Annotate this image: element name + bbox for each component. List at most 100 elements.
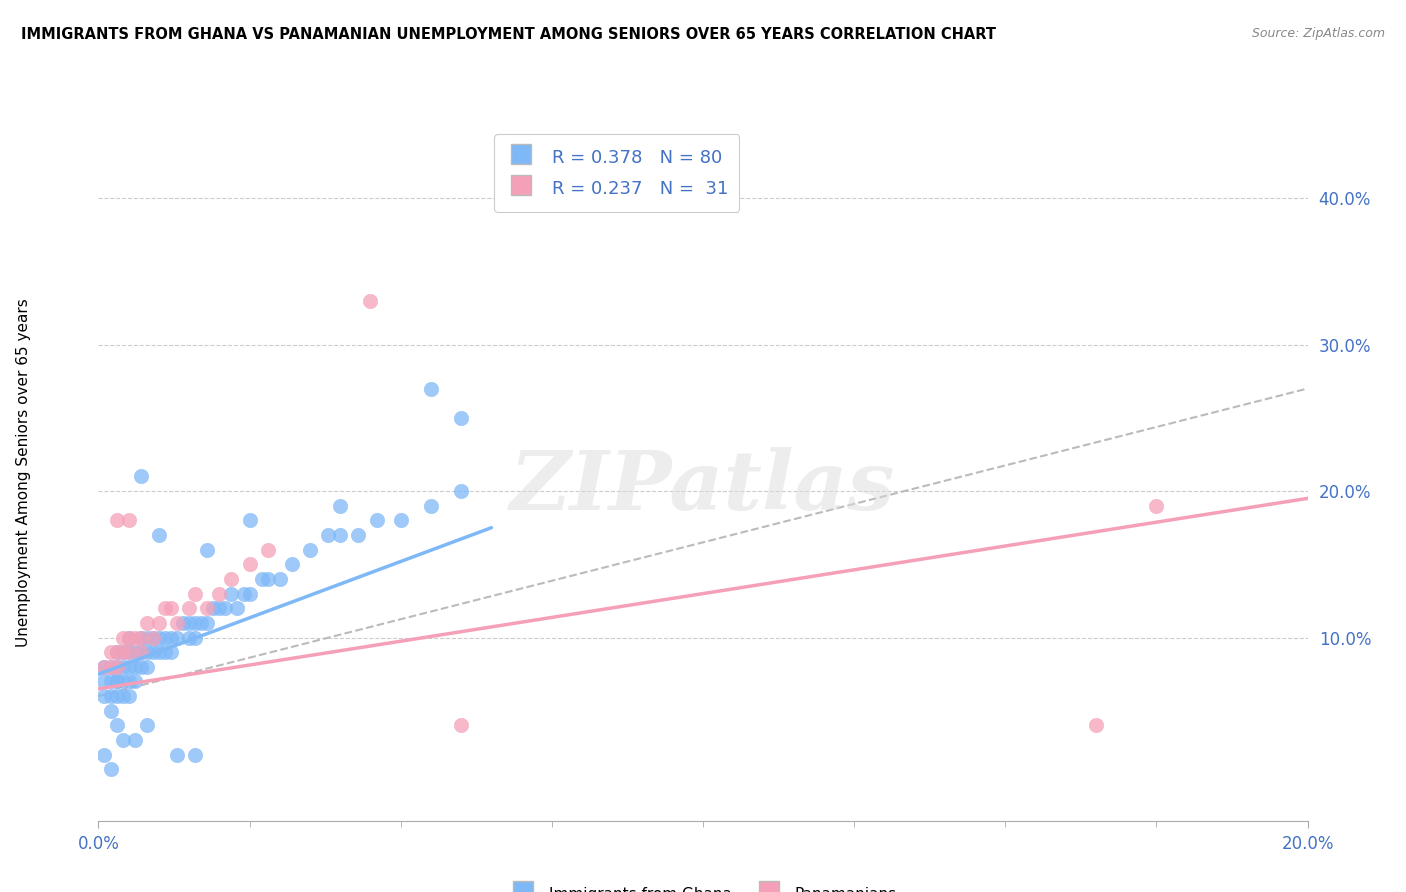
Point (347, 528, 370, 542)
Text: IMMIGRANTS FROM GHANA VS PANAMANIAN UNEMPLOYMENT AMONG SENIORS OVER 65 YEARS COR: IMMIGRANTS FROM GHANA VS PANAMANIAN UNEM… (21, 27, 995, 42)
Point (111, 660, 134, 674)
Point (226, 601, 249, 615)
Point (195, 601, 218, 615)
Point (232, 586, 254, 600)
Point (135, 615, 157, 630)
Point (129, 631, 152, 645)
Point (129, 645, 152, 659)
Point (1085, 718, 1108, 732)
Point (118, 660, 141, 674)
Point (153, 601, 176, 615)
Point (239, 558, 262, 572)
Legend: Immigrants from Ghana, Panamanians: Immigrants from Ghana, Panamanians (503, 877, 903, 892)
Point (124, 645, 146, 659)
Point (111, 645, 134, 659)
Point (160, 601, 183, 615)
Point (299, 542, 322, 557)
Point (111, 733, 134, 747)
Point (118, 645, 141, 659)
Point (269, 572, 291, 586)
Point (160, 645, 183, 659)
Point (124, 660, 146, 674)
Point (124, 733, 146, 747)
Point (124, 674, 146, 689)
Point (105, 513, 128, 527)
Point (360, 293, 382, 308)
Point (111, 631, 134, 645)
Point (100, 704, 122, 718)
Point (118, 631, 141, 645)
Point (118, 645, 141, 659)
Point (208, 601, 231, 615)
Point (111, 674, 134, 689)
Point (142, 631, 165, 645)
Point (100, 660, 122, 674)
Point (366, 513, 388, 527)
Point (281, 558, 304, 572)
Point (450, 410, 472, 425)
Point (105, 674, 128, 689)
Point (118, 513, 141, 527)
Point (105, 674, 128, 689)
Point (184, 586, 207, 600)
Point (118, 674, 141, 689)
Point (256, 572, 278, 586)
Point (184, 631, 207, 645)
Text: ZIPatlas: ZIPatlas (510, 447, 896, 526)
Point (129, 631, 152, 645)
Point (239, 586, 262, 600)
Point (195, 615, 218, 630)
Point (100, 645, 122, 659)
Text: Unemployment Among Seniors over 65 years: Unemployment Among Seniors over 65 years (17, 299, 31, 647)
Point (172, 615, 194, 630)
Point (190, 615, 212, 630)
Point (329, 528, 352, 542)
Point (166, 615, 188, 630)
Point (177, 601, 201, 615)
Point (118, 631, 141, 645)
Point (166, 747, 188, 762)
Point (239, 513, 262, 527)
Point (160, 631, 183, 645)
Point (142, 645, 165, 659)
Point (329, 499, 352, 513)
Point (389, 513, 412, 527)
Point (177, 615, 201, 630)
Point (111, 689, 134, 703)
Point (93, 660, 115, 674)
Point (148, 615, 170, 630)
Point (100, 674, 122, 689)
Point (111, 645, 134, 659)
Point (135, 660, 157, 674)
Point (124, 631, 146, 645)
Point (221, 586, 243, 600)
Point (419, 382, 441, 396)
Point (148, 631, 170, 645)
Point (148, 528, 170, 542)
Point (419, 499, 441, 513)
Point (142, 631, 165, 645)
Point (195, 542, 218, 557)
Point (153, 645, 176, 659)
Point (129, 660, 152, 674)
Point (153, 631, 176, 645)
Text: Source: ZipAtlas.com: Source: ZipAtlas.com (1251, 27, 1385, 40)
Point (135, 631, 157, 645)
Point (100, 763, 122, 777)
Point (208, 586, 231, 600)
Point (316, 528, 339, 542)
Point (118, 689, 141, 703)
Point (93, 747, 115, 762)
Point (221, 572, 243, 586)
Point (148, 645, 170, 659)
Point (202, 601, 225, 615)
Point (214, 601, 236, 615)
Point (135, 718, 157, 732)
Point (135, 645, 157, 659)
Point (450, 484, 472, 499)
Point (129, 645, 152, 659)
Point (100, 689, 122, 703)
Point (184, 615, 207, 630)
Point (100, 660, 122, 674)
Point (105, 660, 128, 674)
